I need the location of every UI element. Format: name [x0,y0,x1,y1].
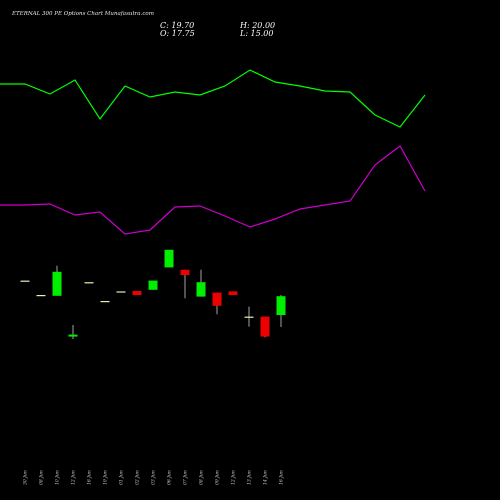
chart-title: ETERNAL 300 PE Options Chart Munafasutra… [11,11,154,17]
high-value: H: 20.00 [239,21,275,30]
date-label: 12 Jun [231,470,237,485]
close-value: C: 19.70 [160,21,194,30]
date-label: 16 Jun [87,470,93,485]
date-label: 08 Jun [39,470,45,485]
date-label: 02 Jun [135,470,141,485]
date-label: 08 Jun [199,470,205,485]
date-label: 03 Jun [151,470,157,485]
lower-indicator-line [0,145,426,235]
candle-body [36,295,46,297]
candle-body [20,280,30,282]
date-label: 13 Jun [247,470,253,485]
candlestick-series [20,249,286,339]
date-label: 07 Jun [183,470,189,485]
candle-body [212,292,222,306]
date-label: 01 Jun [119,470,125,485]
candle-body [244,316,254,318]
candle-body [84,282,94,284]
low-value: L: 15.00 [239,29,273,38]
candle-body [52,271,62,296]
date-label: 16 Jun [279,470,285,485]
candle-body [276,296,286,315]
candle-body [164,249,174,268]
upper-indicator-line [0,69,426,128]
date-label: 09 Jun [215,470,221,485]
date-label: 14 Jun [263,470,269,485]
candle-body [148,280,158,290]
candle-body [260,316,270,337]
date-label: 30 Jun [23,470,29,485]
date-label: 06 Jun [167,470,173,485]
candle-body [116,291,126,293]
date-label: 19 Jun [103,470,109,485]
candle-body [132,291,142,295]
candle-body [196,282,206,297]
date-axis: 30 Jun 08 Jun 10 Jun 12 Jun 16 Jun 19 Jun 01 J… [23,470,285,485]
open-value: O: 17.75 [160,29,195,38]
date-label: 12 Jun [71,470,77,485]
candle-body [228,291,238,295]
candle-body [180,269,190,275]
candle-body [68,334,78,337]
date-label: 10 Jun [55,470,61,485]
candle-body [100,301,110,303]
